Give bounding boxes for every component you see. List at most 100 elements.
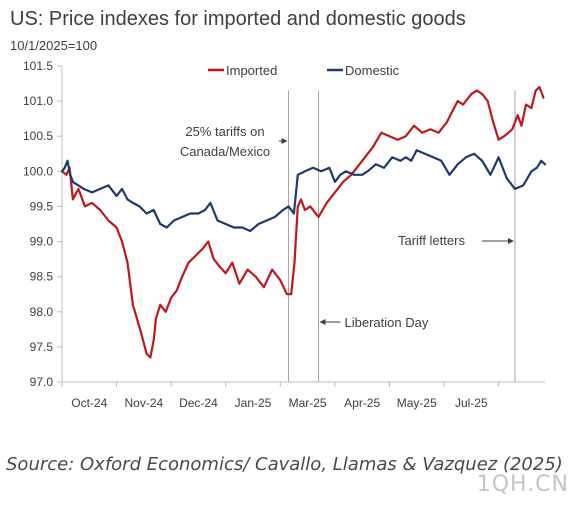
data-point-imported — [126, 262, 129, 264]
data-point-imported — [300, 198, 302, 201]
data-point-imported — [361, 160, 363, 162]
data-point-domestic — [536, 167, 538, 169]
data-point-imported — [520, 125, 523, 127]
data-point-domestic — [91, 191, 93, 193]
data-point-domestic — [353, 174, 355, 176]
data-point-imported — [542, 97, 544, 99]
data-point-domestic — [367, 170, 369, 172]
data-point-imported — [84, 205, 86, 208]
legend-label-domestic: Domestic — [345, 63, 400, 78]
event-label-canada-mexico-2: Canada/Mexico — [180, 144, 270, 159]
data-point-imported — [213, 258, 215, 260]
x-tick-label: Apr-25 — [344, 396, 380, 410]
data-point-imported — [170, 297, 172, 299]
data-point-domestic — [424, 153, 426, 155]
data-point-imported — [388, 135, 391, 137]
data-point-imported — [132, 304, 134, 306]
data-point-imported — [290, 293, 292, 295]
data-point-imported — [492, 121, 494, 123]
data-point-domestic — [282, 209, 284, 211]
y-tick-label: 100.5 — [23, 129, 53, 143]
data-point-imported — [279, 279, 281, 281]
data-point-domestic — [77, 184, 79, 186]
event-label-canada-mexico: 25% tariffs on — [185, 124, 264, 139]
data-point-domestic — [233, 226, 235, 229]
data-point-imported — [202, 247, 204, 250]
data-point-domestic — [530, 170, 532, 172]
event-arrowhead-canada-mexico — [281, 138, 288, 144]
data-point-imported — [91, 202, 93, 204]
data-point-imported — [451, 111, 453, 113]
data-point-imported — [437, 132, 440, 134]
data-point-domestic — [153, 209, 155, 211]
data-point-domestic — [498, 156, 500, 158]
data-point-imported — [487, 100, 489, 102]
data-point-imported — [207, 240, 209, 243]
data-point-domestic — [166, 226, 168, 229]
data-point-domestic — [69, 174, 71, 176]
data-point-imported — [145, 353, 148, 355]
data-point-imported — [159, 304, 161, 306]
data-point-domestic — [405, 156, 407, 158]
data-point-domestic — [432, 156, 434, 158]
data-point-imported — [238, 283, 240, 285]
data-point-domestic — [416, 149, 418, 151]
data-point-domestic — [540, 160, 542, 162]
data-point-domestic — [266, 219, 268, 222]
data-point-imported — [481, 93, 483, 95]
data-point-imported — [530, 107, 532, 109]
data-point-domestic — [304, 170, 306, 172]
data-point-imported — [77, 188, 79, 190]
y-tick-label: 101.5 — [23, 59, 53, 73]
watermark: 1QH.CN — [476, 472, 569, 497]
data-point-imported — [149, 356, 152, 359]
data-point-imported — [309, 205, 311, 208]
data-point-imported — [155, 318, 157, 320]
data-point-domestic — [181, 216, 183, 218]
data-point-imported — [195, 255, 197, 257]
data-point-imported — [231, 262, 233, 264]
data-point-domestic — [107, 184, 109, 186]
data-point-domestic — [506, 177, 508, 179]
x-tick-label: May-25 — [397, 396, 437, 410]
data-point-domestic — [159, 223, 161, 225]
event-label-liberation-day: Liberation Day — [345, 315, 429, 330]
data-point-imported — [372, 146, 374, 148]
data-point-domestic — [115, 195, 118, 197]
data-point-domestic — [99, 188, 101, 190]
x-tick-label: Mar-25 — [289, 396, 327, 410]
chart-title: US: Price indexes for imported and domes… — [10, 8, 466, 30]
y-tick-label: 98.0 — [30, 305, 54, 319]
data-point-domestic — [132, 202, 134, 204]
data-point-domestic — [66, 160, 69, 162]
y-tick-label: 97.0 — [30, 375, 54, 389]
chart-axes: 97.0 97.5 98.0 98.5 99.0 99.5 100.0 100.5 101.0 1… — [23, 59, 545, 410]
data-point-imported — [525, 104, 527, 106]
data-point-imported — [462, 104, 464, 106]
data-point-domestic — [544, 163, 546, 165]
data-point-imported — [429, 128, 431, 130]
data-point-domestic — [197, 212, 200, 215]
data-point-domestic — [489, 174, 492, 176]
data-point-imported — [263, 286, 265, 288]
data-point-imported — [405, 135, 407, 137]
data-point-domestic — [345, 170, 347, 172]
event-markers: 25% tariffs on Canada/Mexico Liberation Da… — [180, 90, 516, 382]
data-point-imported — [72, 198, 74, 201]
data-point-imported — [397, 139, 399, 141]
data-point-domestic — [189, 212, 191, 215]
data-point-domestic — [216, 219, 219, 222]
data-point-domestic — [334, 181, 336, 183]
data-point-imported — [446, 121, 448, 123]
data-point-imported — [326, 202, 328, 204]
data-point-imported — [99, 209, 101, 211]
data-point-domestic — [145, 212, 148, 215]
data-point-domestic — [297, 174, 299, 176]
data-point-imported — [153, 339, 155, 341]
data-point-imported — [507, 132, 510, 134]
data-point-domestic — [204, 209, 206, 211]
data-point-imported — [503, 135, 505, 137]
data-point-domestic — [339, 174, 341, 176]
data-point-imported — [380, 132, 382, 134]
data-point-domestic — [410, 160, 412, 162]
